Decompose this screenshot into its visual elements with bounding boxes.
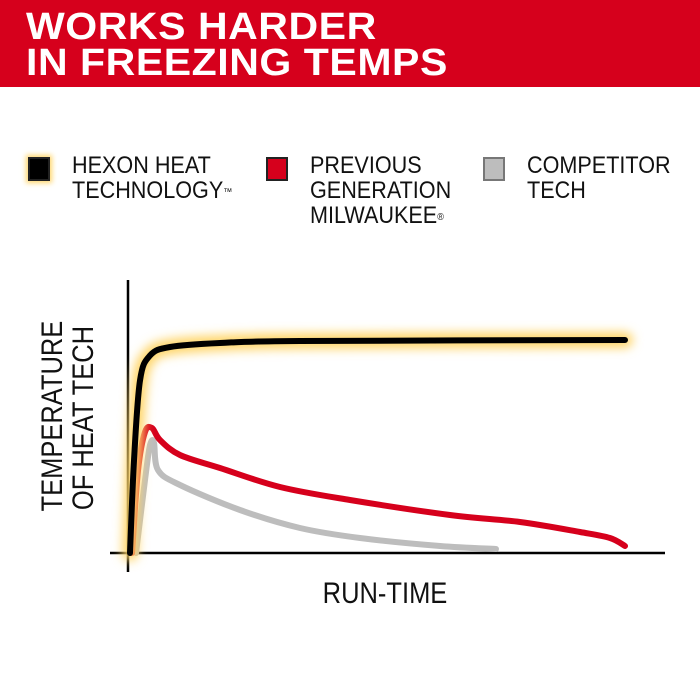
legend-label-competitor: COMPETITOR TECH: [527, 152, 671, 204]
series-line-competitor: [133, 437, 499, 556]
trademark-mark: ™: [223, 187, 233, 198]
headline-line-2: IN FREEZING TEMPS: [26, 42, 448, 84]
x-axis-label: RUN-TIME: [322, 577, 448, 610]
header-banner: WORKS HARDER IN FREEZING TEMPS: [0, 0, 700, 87]
legend-swatch-red: [266, 157, 288, 181]
series-line-hexon: [127, 337, 628, 556]
series-line-previous: [129, 423, 628, 556]
headline-line-1: WORKS HARDER: [26, 6, 377, 48]
legend-swatch-black: [28, 157, 50, 181]
registered-mark: ®: [437, 212, 444, 223]
legend-swatch-gray: [483, 157, 505, 181]
y-axis-label: TEMPERATURE OF HEAT TECH: [36, 320, 100, 512]
series-glow: [122, 332, 633, 561]
legend-label-previous: PREVIOUS GENERATION MILWAUKEE: [310, 152, 452, 229]
legend-label-hexon: HEXON HEAT TECHNOLOGY: [72, 152, 224, 204]
